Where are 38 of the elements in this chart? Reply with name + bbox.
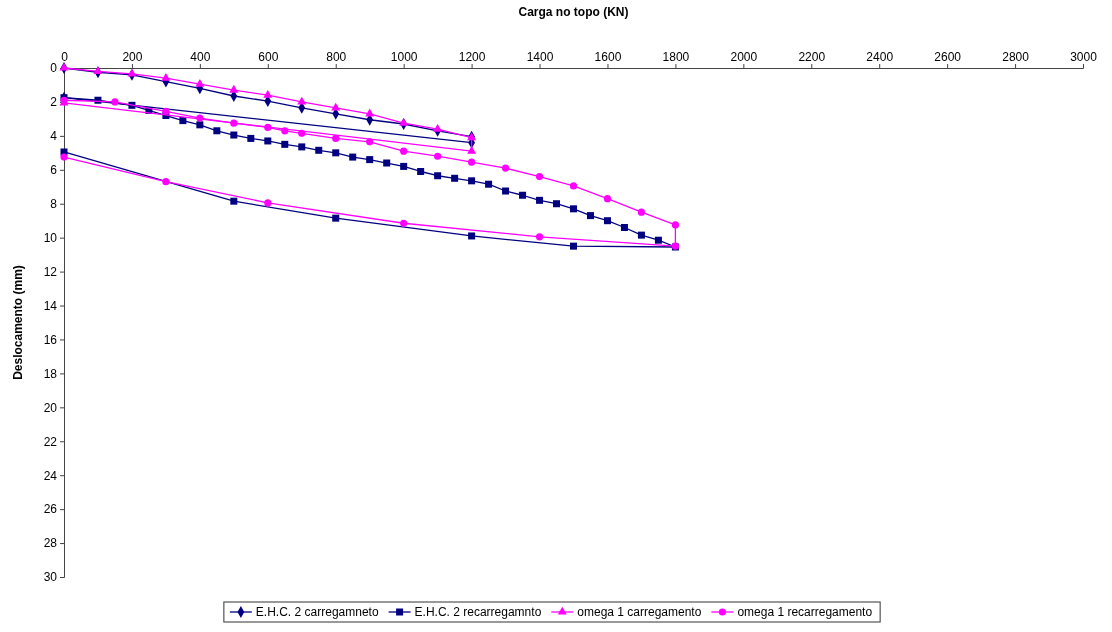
x-tick-label: 2800: [1002, 50, 1030, 64]
x-tick-label: 400: [190, 50, 211, 64]
y-tick-label: 24: [43, 468, 58, 483]
y-tick-label: 4: [50, 129, 58, 144]
x-tick-label: 1600: [594, 50, 622, 64]
y-tick-label: 18: [43, 366, 58, 381]
y-tick-label: 8: [50, 197, 58, 212]
y-axis-title: Deslocamento (mm): [11, 265, 25, 380]
x-tick-label: 2400: [866, 50, 894, 64]
x-tick-label: 200: [122, 50, 143, 64]
y-tick-label: 14: [43, 298, 58, 313]
y-tick-label: 12: [43, 264, 58, 279]
y-tick-label: 0: [50, 61, 58, 76]
x-tick-label: 600: [258, 50, 279, 64]
x-tick-label: 1200: [458, 50, 486, 64]
x-tick-label: 2000: [730, 50, 758, 64]
legend-label: E.H.C. 2 recarregamnto: [414, 605, 542, 619]
legend-label: omega 1 carregamento: [577, 605, 702, 619]
y-tick-label: 16: [43, 332, 58, 347]
x-tick-label: 0: [61, 50, 69, 64]
x-tick-label: 2600: [934, 50, 962, 64]
legend-label: omega 1 recarregamento: [737, 605, 873, 619]
legend-label: E.H.C. 2 carregamneto: [255, 605, 379, 619]
x-tick-label: 1000: [390, 50, 418, 64]
y-tick-label: 6: [50, 163, 58, 178]
x-axis-title: Carga no topo (KN): [518, 5, 629, 19]
x-tick-label: 800: [326, 50, 347, 64]
x-tick-label: 1400: [526, 50, 554, 64]
x-tick-label: 3000: [1070, 50, 1098, 64]
y-tick-label: 28: [43, 536, 58, 551]
y-tick-label: 22: [43, 434, 58, 449]
y-tick-label: 2: [50, 95, 58, 110]
y-tick-label: 30: [43, 570, 58, 585]
y-tick-label: 10: [43, 231, 58, 246]
y-tick-label: 20: [43, 400, 58, 415]
x-tick-label: 2200: [798, 50, 826, 64]
y-tick-label: 26: [43, 502, 58, 517]
x-tick-label: 1800: [662, 50, 690, 64]
